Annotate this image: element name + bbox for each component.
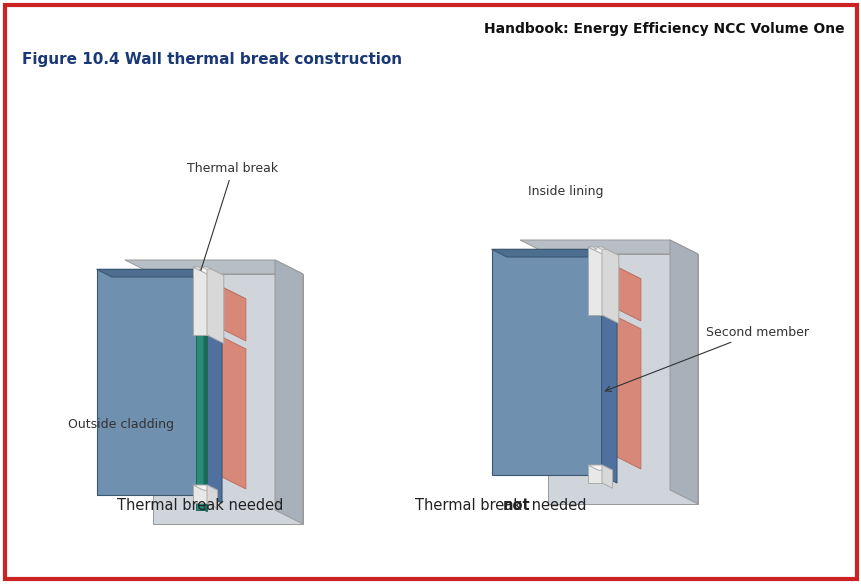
Polygon shape [491, 249, 616, 257]
Polygon shape [548, 254, 697, 504]
Polygon shape [218, 335, 245, 489]
Polygon shape [587, 465, 612, 470]
Polygon shape [514, 265, 612, 307]
Polygon shape [125, 260, 302, 274]
Text: needed: needed [526, 498, 585, 513]
Polygon shape [120, 285, 218, 327]
Text: Second member: Second member [604, 325, 808, 391]
Polygon shape [96, 269, 207, 495]
Polygon shape [587, 247, 597, 249]
Text: Thermal break: Thermal break [414, 498, 526, 513]
Polygon shape [207, 267, 224, 343]
Polygon shape [120, 335, 218, 475]
Polygon shape [669, 240, 697, 504]
Polygon shape [601, 247, 618, 324]
Polygon shape [204, 277, 208, 512]
Polygon shape [193, 267, 207, 335]
Polygon shape [201, 267, 211, 269]
Polygon shape [597, 247, 605, 249]
Polygon shape [612, 265, 640, 321]
Polygon shape [207, 269, 222, 503]
Polygon shape [601, 249, 616, 483]
Polygon shape [120, 285, 245, 299]
Polygon shape [601, 465, 612, 488]
Polygon shape [207, 485, 217, 508]
Polygon shape [152, 274, 302, 524]
Polygon shape [587, 247, 618, 255]
Polygon shape [612, 315, 640, 469]
Polygon shape [195, 277, 204, 510]
Polygon shape [195, 277, 208, 279]
Polygon shape [514, 315, 612, 455]
Polygon shape [587, 465, 601, 483]
Text: Thermal break needed: Thermal break needed [117, 498, 283, 513]
Text: Thermal break: Thermal break [187, 162, 278, 270]
Text: Outside cladding: Outside cladding [68, 418, 174, 431]
Polygon shape [193, 267, 202, 269]
Polygon shape [218, 285, 245, 341]
Polygon shape [193, 485, 207, 503]
Polygon shape [514, 265, 640, 279]
Text: Figure 10.4 Wall thermal break construction: Figure 10.4 Wall thermal break construct… [22, 52, 402, 67]
Polygon shape [587, 247, 601, 315]
Polygon shape [96, 269, 222, 277]
Polygon shape [193, 267, 224, 276]
Polygon shape [491, 249, 601, 475]
Text: Handbook: Energy Efficiency NCC Volume One: Handbook: Energy Efficiency NCC Volume O… [484, 22, 844, 36]
Text: Inside lining: Inside lining [528, 185, 603, 198]
Polygon shape [519, 240, 697, 254]
Text: not: not [503, 498, 530, 513]
Polygon shape [275, 260, 302, 524]
Polygon shape [193, 485, 217, 491]
